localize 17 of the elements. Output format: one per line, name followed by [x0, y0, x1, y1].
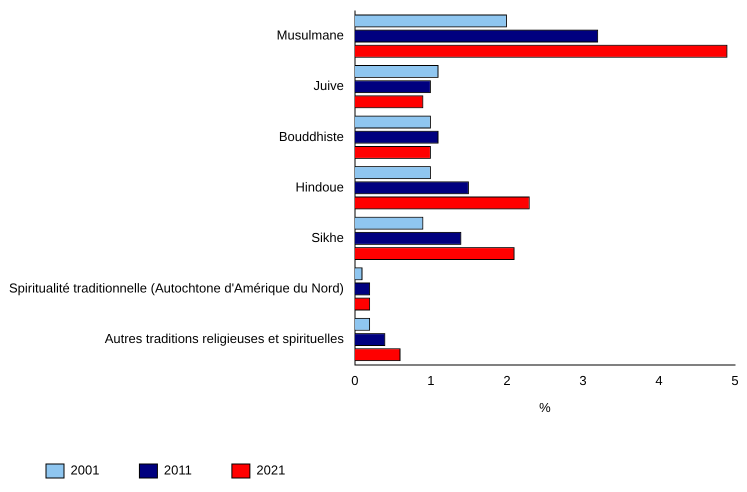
x-tick-label: 5 — [731, 373, 739, 388]
y-tick-label: Autres traditions religieuses et spirituelles — [104, 331, 344, 346]
y-tick-label: Sikhe — [311, 230, 344, 245]
legend-label: 2001 — [70, 462, 100, 478]
y-tick-label: Juive — [314, 78, 344, 94]
x-tick-label: 1 — [427, 373, 435, 388]
x-tick-label: 3 — [579, 373, 587, 388]
x-tick-label: 4 — [655, 373, 663, 388]
x-tick-label: 0 — [351, 373, 359, 388]
x-tick-label: 2 — [503, 373, 511, 388]
y-tick-label: Hindoue — [295, 179, 344, 194]
legend-label: 2011 — [164, 462, 192, 478]
y-tick-label: Bouddhiste — [278, 128, 344, 144]
y-tick-label: Musulmane — [276, 28, 344, 43]
legend-label: 2021 — [256, 462, 286, 478]
y-tick-label: Spiritualité traditionnelle (Autochtone d'Amérique du Nord) — [9, 280, 344, 296]
x-axis-title: % — [539, 400, 552, 415]
